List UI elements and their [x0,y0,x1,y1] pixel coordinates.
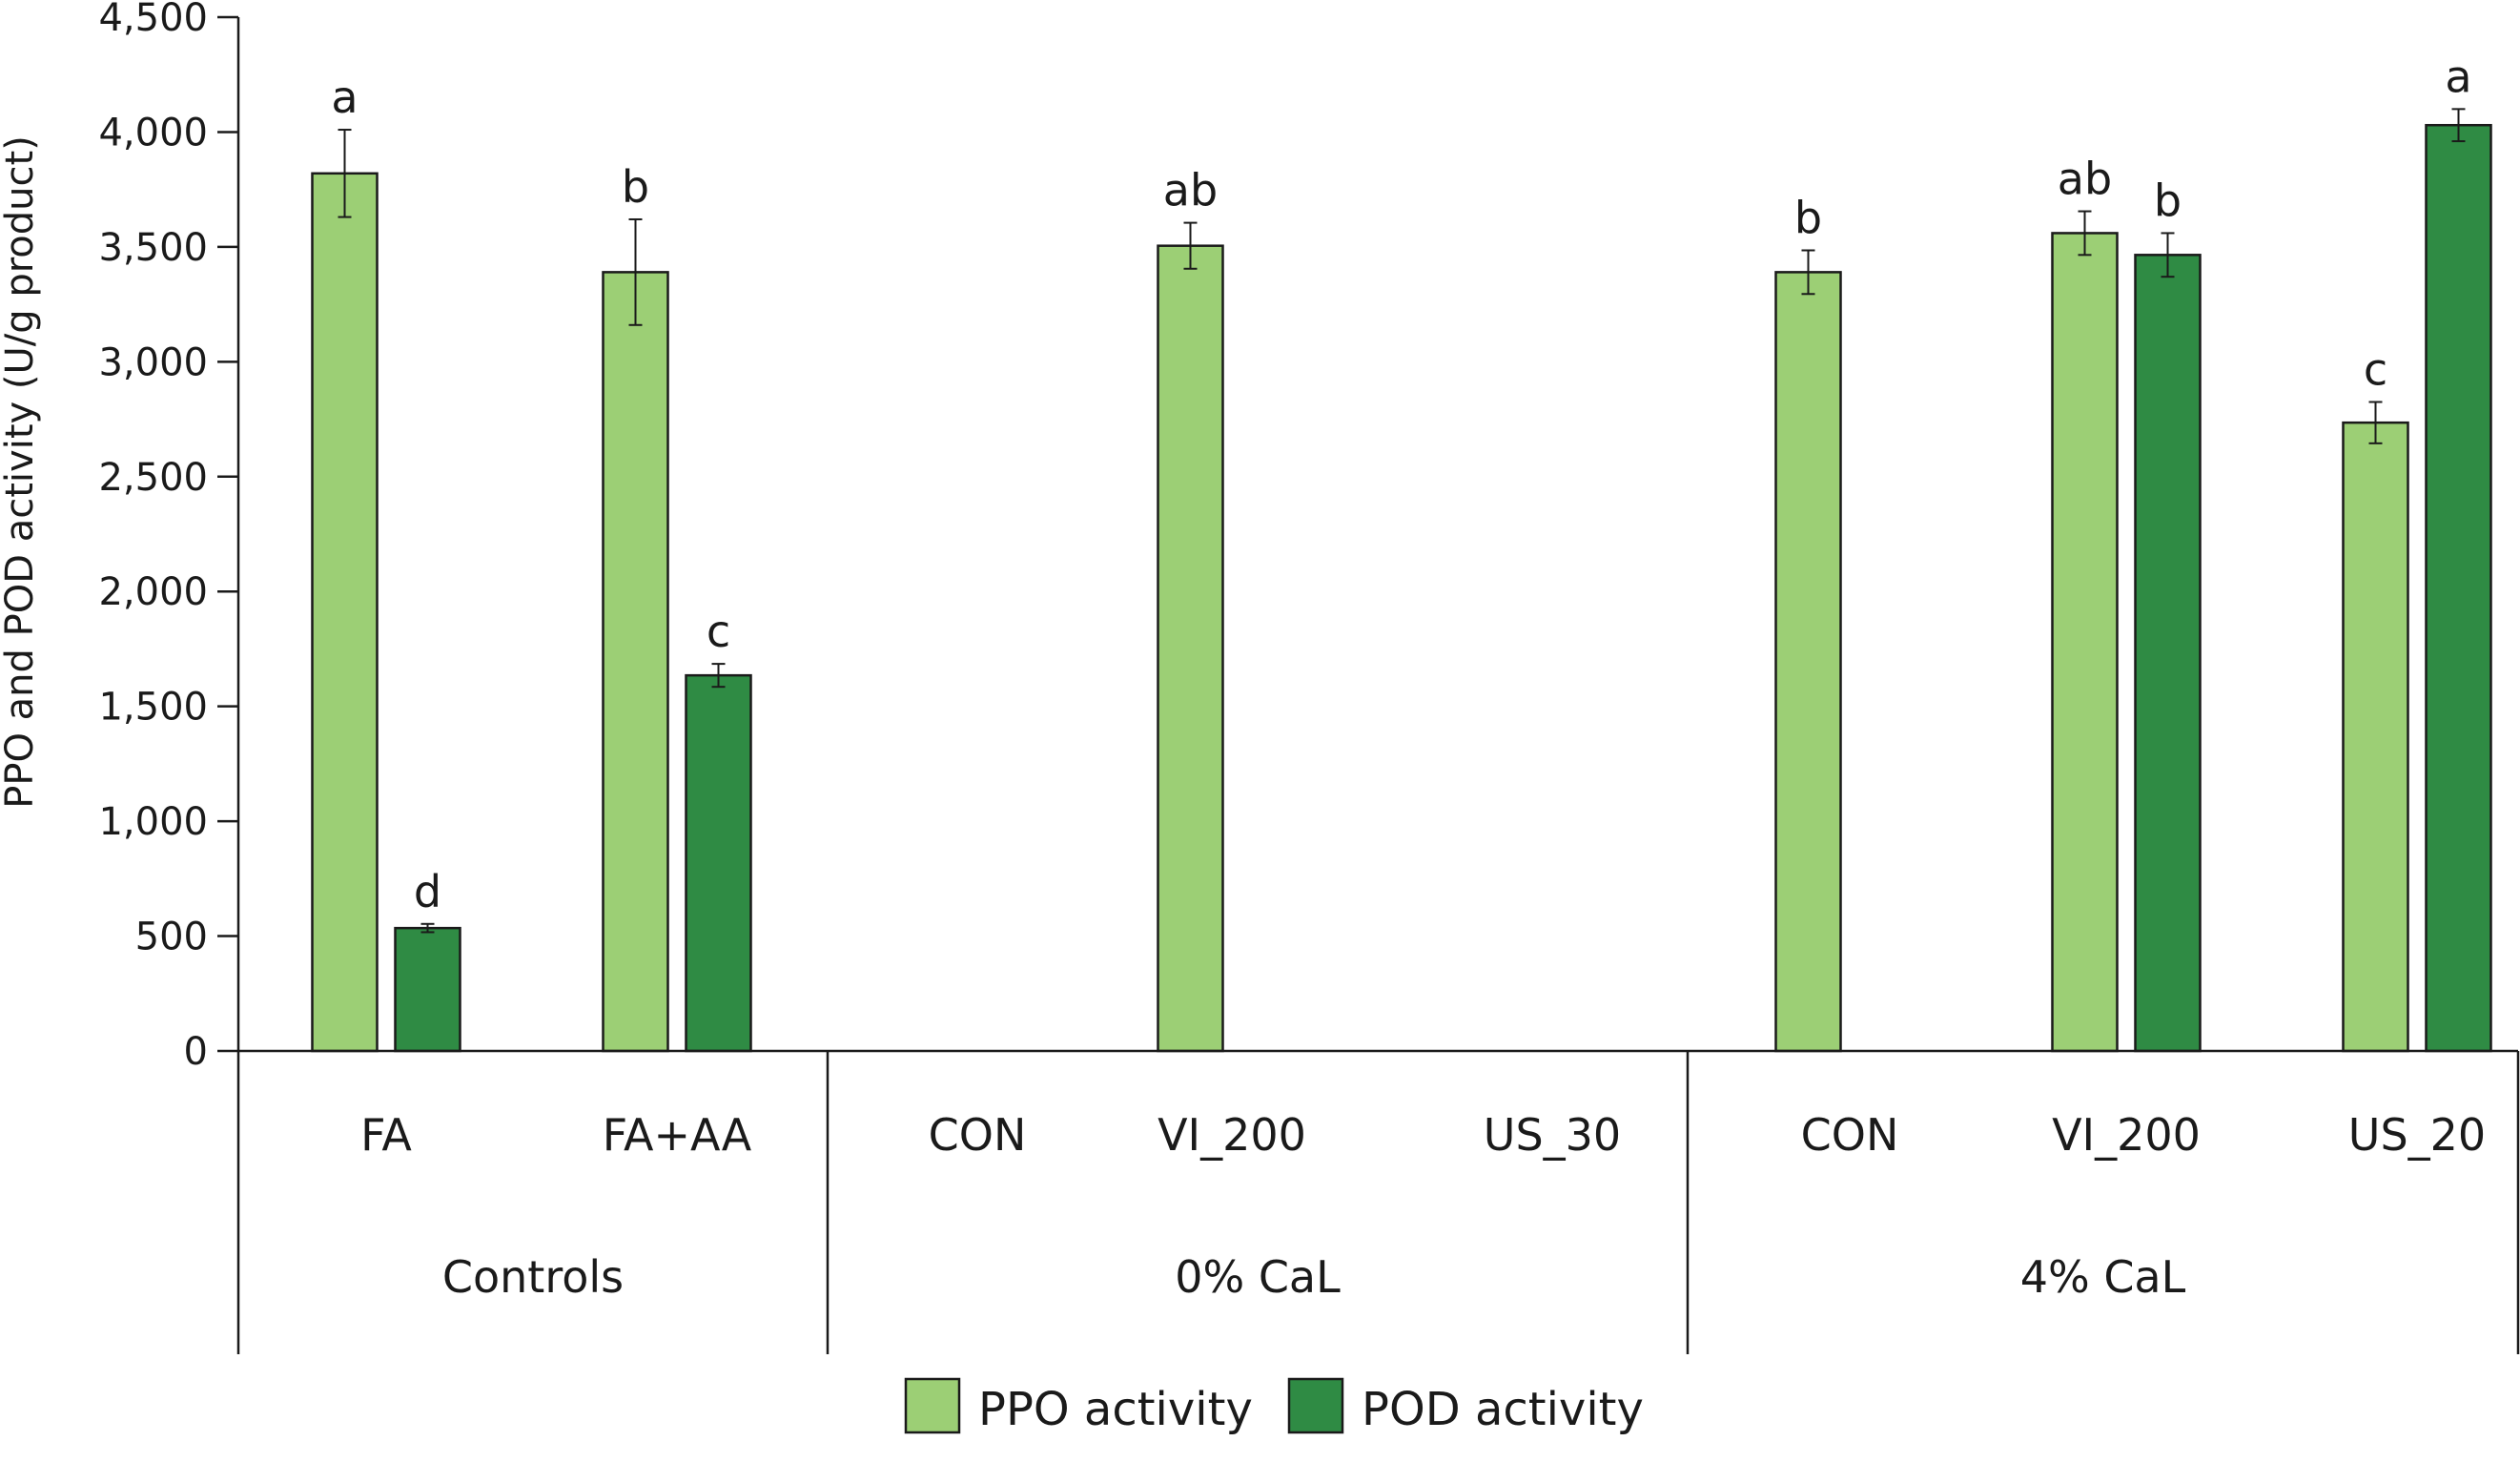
category-label: US_30 [1484,1109,1621,1161]
category-label: CON [929,1109,1027,1161]
y-tick-label: 1,500 [98,686,208,730]
y-tick-label: 2,000 [98,570,208,614]
bar [2051,232,2119,1053]
legend-swatch [904,1377,961,1434]
bar [2342,421,2409,1053]
x-axis: FA FA+AA CON VI_200 US_30 CON VI_200 US_20 Contr… [236,1049,2520,1354]
bar [1157,244,1224,1053]
legend-swatch [1287,1377,1344,1434]
bar [311,172,379,1053]
category-label: VI_200 [1158,1109,1306,1161]
group-label: 4% CaL [2020,1251,2186,1303]
significance-letter: c [707,606,730,657]
significance-letter: b [622,161,649,213]
legend: PPO activity POD activity [904,1377,1644,1436]
bar [2134,254,2202,1053]
y-tick-label: 1,000 [98,800,208,844]
category-label: CON [1801,1109,1899,1161]
y-tick-label: 3,000 [98,340,208,384]
bar [394,926,461,1053]
y-axis-label: PPO and POD activity (U/g product) [0,135,42,809]
bar [602,271,669,1053]
significance-letter: b [2154,175,2182,226]
category-label: US_20 [2348,1109,2486,1161]
bar [1774,271,1842,1053]
y-tick-label: 0 [184,1030,208,1074]
category-label: FA [360,1109,412,1161]
y-tick-label: 3,500 [98,226,208,270]
significance-letter: ab [1163,165,1218,216]
bar [2425,123,2492,1053]
legend-label: POD activity [1362,1383,1644,1436]
legend-label: PPO activity [978,1383,1253,1436]
y-tick-label: 500 [135,916,208,959]
y-axis: 0 500 1,000 1,500 2,000 2,500 3,000 3,500 4,000 4… [98,0,240,1074]
significance-letter: ab [2058,154,2112,205]
bar [685,673,752,1053]
significance-letter: c [2364,343,2387,395]
group-label: Controls [442,1251,624,1303]
y-tick-label: 4,000 [98,111,208,154]
category-label: FA+AA [603,1109,752,1161]
significance-letter: a [2445,51,2471,102]
group-label: 0% CaL [1175,1251,1341,1303]
category-label: VI_200 [2052,1109,2201,1161]
y-tick-label: 4,500 [98,0,208,40]
significance-letter: d [414,866,441,917]
significance-letter: b [1794,193,1822,244]
significance-letter: a [331,72,358,123]
y-tick-label: 2,500 [98,456,208,500]
